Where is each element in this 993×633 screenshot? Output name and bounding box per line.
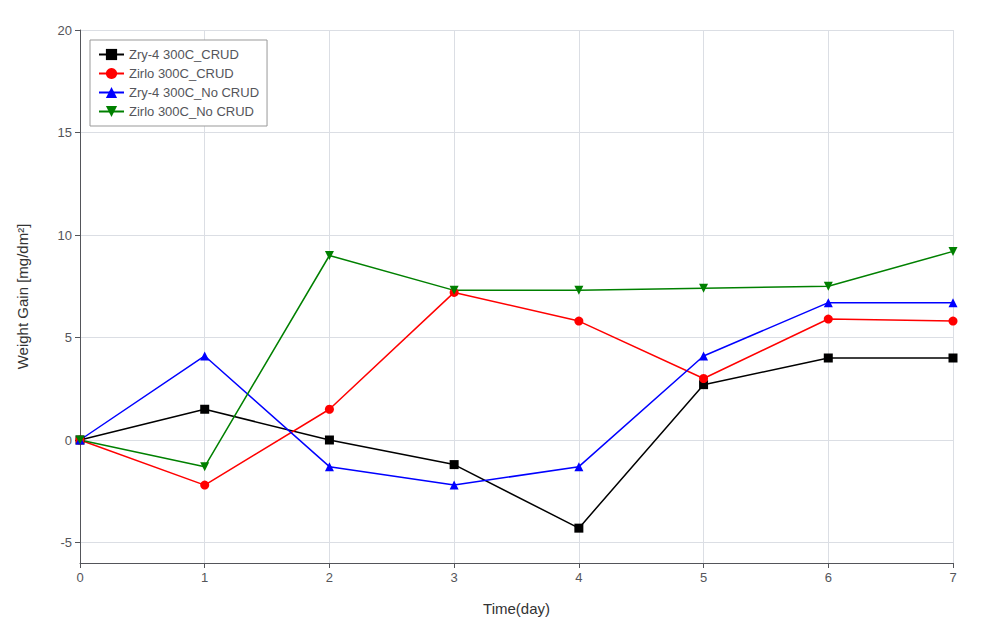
svg-text:3: 3 — [451, 570, 458, 585]
svg-text:1: 1 — [201, 570, 208, 585]
svg-text:Zry-4 300C_CRUD: Zry-4 300C_CRUD — [129, 47, 239, 62]
svg-text:20: 20 — [58, 23, 72, 38]
svg-text:2: 2 — [326, 570, 333, 585]
svg-text:10: 10 — [58, 228, 72, 243]
svg-text:Zirlo 300C_No CRUD: Zirlo 300C_No CRUD — [129, 104, 254, 119]
svg-text:4: 4 — [575, 570, 582, 585]
svg-text:Zirlo 300C_CRUD: Zirlo 300C_CRUD — [129, 66, 234, 81]
svg-text:0: 0 — [65, 433, 72, 448]
svg-text:-5: -5 — [60, 535, 72, 550]
svg-text:7: 7 — [949, 570, 956, 585]
svg-text:6: 6 — [825, 570, 832, 585]
svg-text:Zry-4 300C_No CRUD: Zry-4 300C_No CRUD — [129, 85, 259, 100]
svg-text:Weight Gain [mg/dm²]: Weight Gain [mg/dm²] — [14, 224, 31, 370]
svg-text:5: 5 — [700, 570, 707, 585]
svg-text:0: 0 — [76, 570, 83, 585]
svg-text:5: 5 — [65, 330, 72, 345]
svg-text:Time(day): Time(day) — [483, 600, 550, 617]
svg-text:15: 15 — [58, 125, 72, 140]
